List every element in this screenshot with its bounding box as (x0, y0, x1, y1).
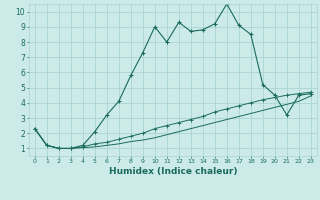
X-axis label: Humidex (Indice chaleur): Humidex (Indice chaleur) (108, 167, 237, 176)
